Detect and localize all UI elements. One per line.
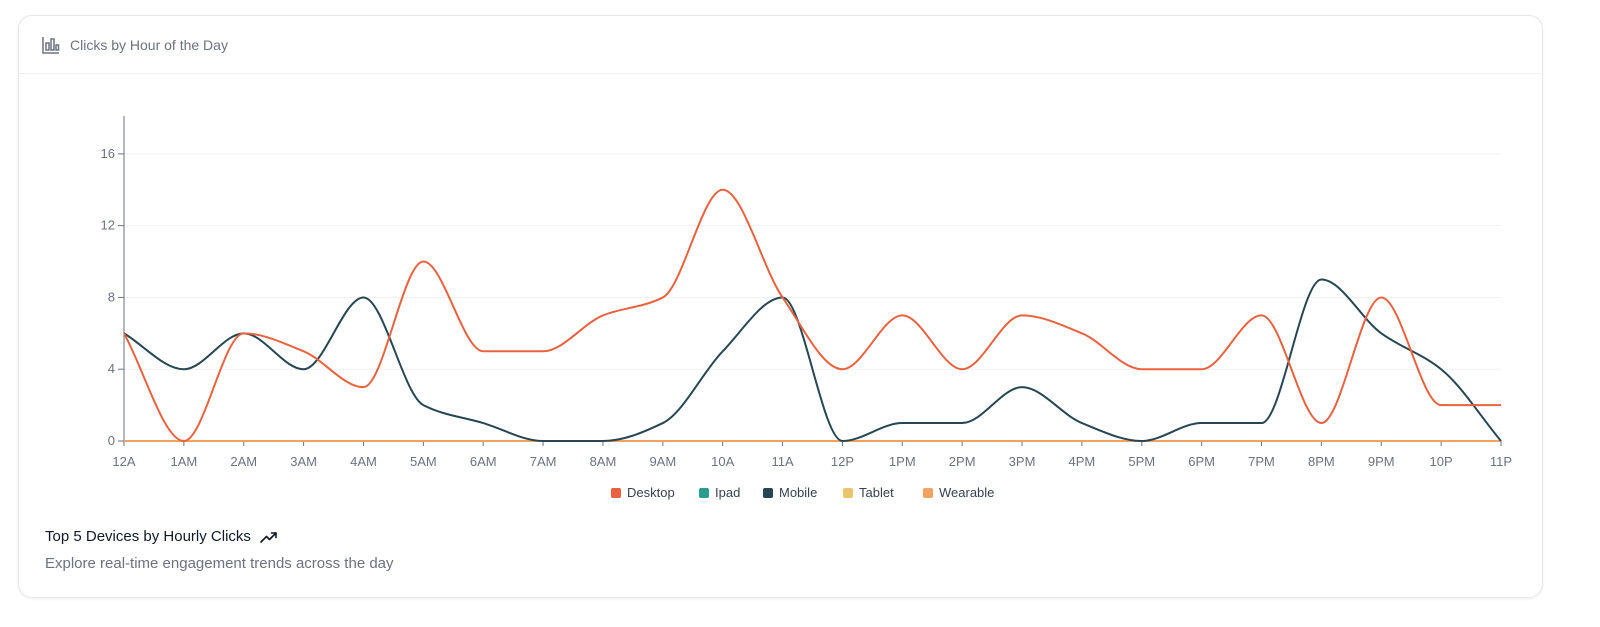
legend-swatch-ipad: [699, 488, 709, 498]
footer-title: Top 5 Devices by Hourly Clicks: [45, 528, 251, 545]
x-tick-label: 3AM: [290, 454, 317, 469]
line-chart: 0 4 8 12 16 12A 1AM 2AM 3AM 4AM 5AM 6AM 7AM 8AM 9AM 10A…: [101, 116, 1512, 500]
x-tick-label: 5AM: [410, 454, 437, 469]
bar-chart-icon: [41, 35, 61, 55]
card-title: Clicks by Hour of the Day: [70, 36, 228, 53]
legend-swatch-desktop: [611, 488, 621, 498]
x-tick-label: 3PM: [1009, 454, 1036, 469]
legend-swatch-mobile: [763, 488, 773, 498]
x-tick-label: 4AM: [350, 454, 377, 469]
x-tick-label: 12P: [831, 454, 854, 469]
legend-swatch-tablet: [843, 488, 853, 498]
x-tick-label: 10A: [711, 454, 734, 469]
x-tick-label: 11P: [1490, 454, 1512, 469]
chart-area: 0 4 8 12 16 12A 1AM 2AM 3AM 4AM 5AM 6AM 7AM 8AM 9AM 10A…: [19, 74, 1542, 524]
x-tick-label: 6PM: [1188, 454, 1215, 469]
legend-label-mobile: Mobile: [779, 485, 817, 500]
legend-label-ipad: Ipad: [715, 485, 740, 500]
card-header: Clicks by Hour of the Day: [19, 16, 1542, 74]
series-line-mobile: [123, 278, 1502, 442]
card-footer: Top 5 Devices by Hourly Clicks Explore r…: [45, 528, 394, 572]
x-tick-label: 1AM: [171, 454, 198, 469]
legend-swatch-wearable: [923, 488, 933, 498]
x-tick-label: 1PM: [889, 454, 916, 469]
x-tick-label: 7AM: [530, 454, 557, 469]
x-tick-label: 8PM: [1308, 454, 1335, 469]
footer-subtitle: Explore real-time engagement trends acro…: [45, 555, 394, 572]
legend-label-desktop: Desktop: [627, 485, 675, 500]
x-tick-label: 11A: [771, 454, 793, 469]
x-tick-label: 10P: [1430, 454, 1453, 469]
y-tick-label: 4: [108, 361, 115, 376]
x-tick-label: 2PM: [949, 454, 976, 469]
x-tick-label: 8AM: [590, 454, 617, 469]
series-line-desktop: [123, 188, 1501, 442]
x-tick-label: 6AM: [470, 454, 497, 469]
y-tick-label: 12: [101, 218, 115, 233]
x-tick-label: 12A: [112, 454, 135, 469]
x-tick-label: 5PM: [1128, 454, 1155, 469]
x-tick-label: 9PM: [1368, 454, 1395, 469]
legend-label-tablet: Tablet: [859, 485, 894, 500]
chart-card: Clicks by Hour of the Day 0 4 8 12 16 12A 1AM 2…: [18, 15, 1543, 598]
legend-label-wearable: Wearable: [939, 485, 994, 500]
x-tick-label: 7PM: [1248, 454, 1275, 469]
x-tick-label: 4PM: [1069, 454, 1096, 469]
y-tick-label: 8: [108, 289, 115, 304]
trending-up-icon: [260, 530, 278, 544]
y-tick-label: 16: [101, 146, 115, 161]
x-tick-label: 2AM: [230, 454, 257, 469]
x-tick-label: 9AM: [649, 454, 676, 469]
y-tick-label: 0: [108, 433, 115, 448]
